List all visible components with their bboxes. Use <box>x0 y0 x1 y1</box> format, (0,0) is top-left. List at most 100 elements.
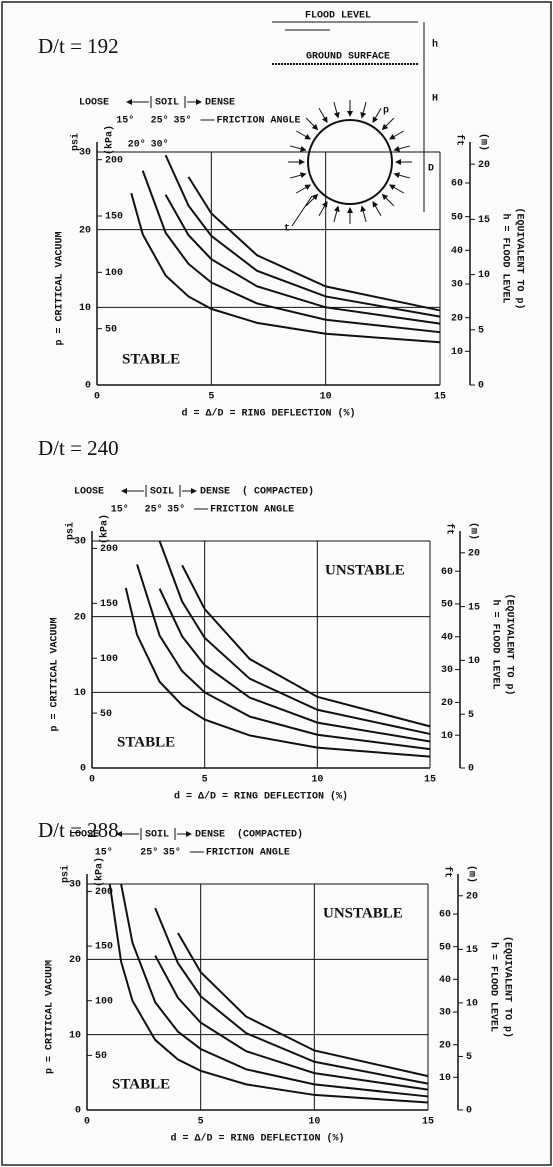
pressure-arrow <box>393 172 411 179</box>
x-tick-label: 0 <box>84 1117 90 1128</box>
curve <box>158 540 431 735</box>
m-tick-label: 10 <box>478 270 490 281</box>
ft-tick-label: 60 <box>441 567 453 578</box>
loose-label: LOOSE <box>74 487 104 498</box>
curve <box>181 564 431 728</box>
pressure-arrow <box>381 117 395 131</box>
flood-level-label: FLOOD LEVEL <box>305 11 371 22</box>
kpa-unit: (kPa) <box>99 514 111 544</box>
m-tick-label: 5 <box>466 1052 472 1063</box>
p-label: p <box>383 106 389 117</box>
m-tick-label: 5 <box>478 325 484 336</box>
pressure-arrow <box>296 184 312 194</box>
series-label: 20° <box>128 139 146 151</box>
kpa-tick-label: 50 <box>100 709 112 720</box>
stable-label: STABLE <box>117 734 175 750</box>
pressure-arrow <box>381 193 395 207</box>
ft-unit: ft <box>443 523 455 535</box>
right-axis-note: (EQUIVALENT TO p) <box>501 936 513 1038</box>
right-axis-label: h = FLOOD LEVEL <box>489 599 501 689</box>
m-tick-label: 10 <box>466 999 478 1010</box>
ft-tick-label: 20 <box>441 698 453 709</box>
psi-unit: psi <box>60 865 72 883</box>
kpa-tick-label: 200 <box>105 155 123 166</box>
kpa-tick-label: 150 <box>105 212 123 223</box>
kpa-unit: (kPa) <box>94 857 106 887</box>
m-tick-label: 15 <box>478 215 490 226</box>
ft-tick-label: 40 <box>441 632 453 643</box>
dense-label: DENSE <box>200 487 230 498</box>
y-tick-label: 10 <box>79 303 91 314</box>
curve <box>141 170 441 334</box>
m-unit: (m) <box>477 133 489 151</box>
right-axis-label: h = FLOOD LEVEL <box>499 213 511 303</box>
y-tick-label: 30 <box>79 148 91 159</box>
psi-unit: psi <box>65 522 77 540</box>
kpa-tick-label: 150 <box>95 942 113 953</box>
ft-tick-label: 60 <box>451 179 463 190</box>
H-label: H <box>432 94 438 105</box>
kpa-tick-label: 50 <box>95 1051 107 1062</box>
ft-unit: ft <box>453 134 465 146</box>
pressure-arrow <box>372 108 382 124</box>
t-leader <box>291 195 313 227</box>
y-axis-label: p = CRITICAL VACUUM <box>55 231 66 345</box>
series-label: 25° <box>145 504 163 516</box>
m-tick-label: 5 <box>468 710 474 721</box>
D-label: D <box>428 164 434 175</box>
soil-label: SOIL <box>155 98 179 109</box>
pressure-arrow <box>388 184 404 194</box>
pressure-arrow <box>333 101 340 119</box>
x-axis-label: d = Δ/D = RING DEFLECTION (%) <box>181 408 355 420</box>
pipe <box>307 119 393 205</box>
curve <box>120 883 429 1098</box>
ft-tick-label: 40 <box>439 975 451 986</box>
curve <box>154 907 429 1085</box>
y-tick-label: 0 <box>75 1106 81 1117</box>
dense-label: DENSE <box>205 98 235 109</box>
pressure-arrow <box>372 200 382 216</box>
x-axis-label: d = Δ/D = RING DEFLECTION (%) <box>170 1133 344 1145</box>
kpa-unit: (kPa) <box>104 125 116 155</box>
kpa-tick-label: 100 <box>100 654 118 665</box>
kpa-tick-label: 50 <box>105 324 117 335</box>
series-label: 25° <box>140 847 158 859</box>
ground-surface-label: GROUND SURFACE <box>306 52 390 63</box>
m-tick-label: 10 <box>468 656 480 667</box>
kpa-tick-label: 100 <box>105 268 123 279</box>
x-tick-label: 0 <box>94 392 100 403</box>
m-tick-label: 0 <box>466 1106 472 1117</box>
m-tick-label: 0 <box>468 764 474 775</box>
m-unit: (m) <box>465 865 477 883</box>
y-tick-label: 10 <box>74 688 86 699</box>
pressure-arrow <box>289 172 307 179</box>
ft-tick-label: 50 <box>441 600 453 611</box>
ft-tick-label: 40 <box>451 246 463 257</box>
pressure-arrow <box>305 117 319 131</box>
y-axis-label: p = CRITICAL VACUUM <box>50 617 61 731</box>
m-tick-label: 20 <box>468 548 480 559</box>
right-axis-note: (EQUIVALENT TO p) <box>513 207 525 309</box>
x-tick-label: 15 <box>422 1117 434 1128</box>
x-tick-label: 10 <box>320 392 332 403</box>
curve <box>164 194 441 325</box>
friction-angle-label: FRICTION ANGLE <box>210 505 294 516</box>
curve <box>124 587 431 758</box>
kpa-tick-label: 100 <box>95 996 113 1007</box>
loose-label: LOOSE <box>79 98 109 109</box>
y-tick-label: 10 <box>69 1030 81 1041</box>
m-unit: (m) <box>467 522 479 540</box>
kpa-tick-label: 150 <box>100 599 118 610</box>
pressure-arrow <box>305 193 319 207</box>
series-label: 30° <box>151 139 169 151</box>
y-tick-label: 0 <box>85 381 91 392</box>
x-tick-label: 5 <box>208 392 214 403</box>
dense-label: DENSE <box>195 830 225 841</box>
stable-label: STABLE <box>112 1076 170 1092</box>
series-label: 15° <box>95 847 113 859</box>
m-tick-label: 20 <box>466 891 478 902</box>
x-axis-label: d = Δ/D = RING DEFLECTION (%) <box>174 791 348 803</box>
